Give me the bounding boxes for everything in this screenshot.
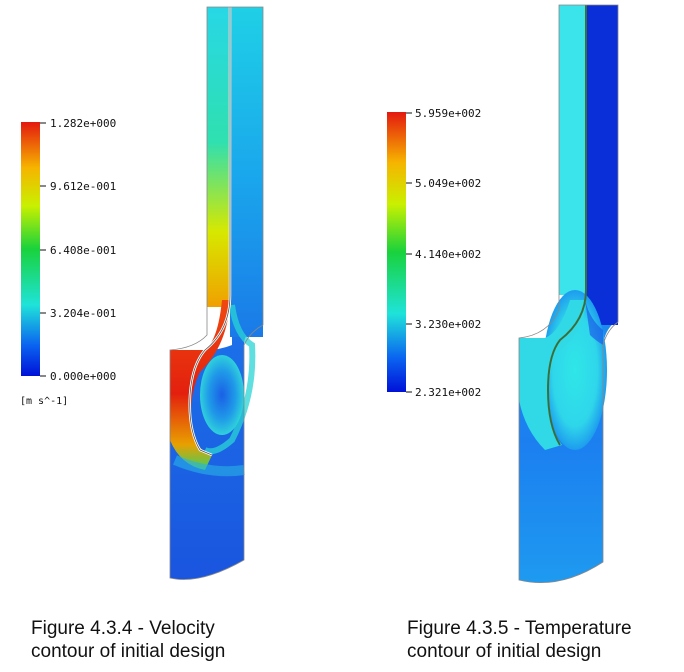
temperature-cold-channel (585, 5, 618, 325)
temperature-legend-value: 2.321e+002 (415, 386, 481, 399)
velocity-legend-value: 6.408e-001 (50, 244, 116, 257)
temperature-legend-value: 4.140e+002 (415, 248, 481, 261)
temperature-legend-value: 5.049e+002 (415, 177, 481, 190)
velocity-legend-unit: [m s^-1] (20, 396, 68, 407)
temperature-hot-channel (559, 5, 586, 295)
velocity-outer-channel (230, 7, 263, 337)
velocity-figure-caption: Figure 4.3.4 - Velocity contour of initi… (31, 618, 226, 662)
velocity-contour (169, 6, 264, 580)
temperature-legend-value: 5.959e+002 (415, 107, 481, 120)
velocity-legend-value: 3.204e-001 (50, 307, 116, 320)
temperature-legend: 5.959e+002 5.049e+002 4.140e+002 3.230e+… (387, 107, 481, 399)
velocity-inner-channel (207, 7, 231, 307)
velocity-legend: 1.282e+000 9.612e-001 6.408e-001 3.204e-… (20, 117, 116, 407)
temperature-color-scale (387, 112, 406, 392)
velocity-legend-value: 9.612e-001 (50, 180, 116, 193)
temperature-legend-value: 3.230e+002 (415, 318, 481, 331)
temperature-contour (518, 4, 619, 583)
velocity-hot-region (170, 300, 230, 470)
velocity-legend-value: 0.000e+000 (50, 370, 116, 383)
velocity-swirl (200, 355, 244, 435)
velocity-legend-value: 1.282e+000 (50, 117, 116, 130)
velocity-color-scale (21, 122, 40, 376)
temperature-figure-caption: Figure 4.3.5 - Temperature contour of in… (407, 618, 632, 662)
